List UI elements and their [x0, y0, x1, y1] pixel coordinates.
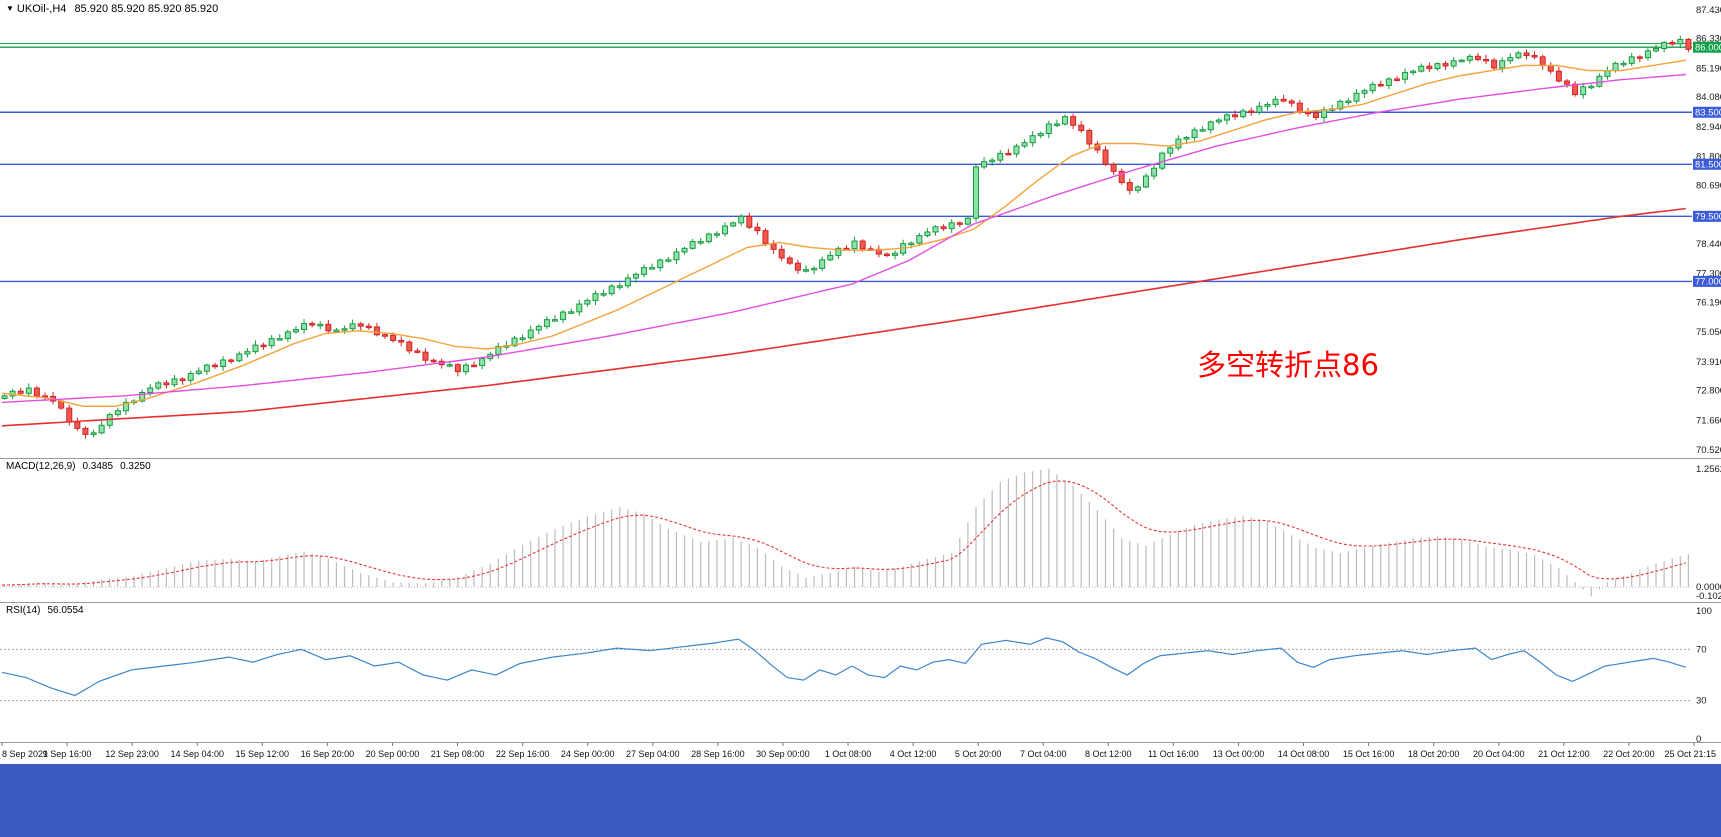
rsi-indicator-label: RSI(14) 56.0554: [6, 605, 84, 616]
svg-text:-0.1023: -0.1023: [1696, 591, 1721, 602]
svg-text:20 Oct 04:00: 20 Oct 04:00: [1473, 749, 1525, 759]
price-badge-83.500: 83.500: [1693, 106, 1721, 118]
price-badge-79.500: 79.500: [1693, 210, 1721, 223]
price-badge-81.500: 81.500: [1693, 158, 1721, 170]
svg-text:28 Sep 16:00: 28 Sep 16:00: [691, 749, 745, 759]
svg-text:84.080: 84.080: [1696, 92, 1721, 103]
svg-text:100: 100: [1696, 606, 1712, 617]
svg-text:21 Oct 12:00: 21 Oct 12:00: [1538, 749, 1590, 759]
svg-text:4 Oct 12:00: 4 Oct 12:00: [890, 749, 937, 759]
price-badge-86.000: 86.000: [1693, 41, 1721, 53]
svg-text:1 Oct 08:00: 1 Oct 08:00: [825, 749, 872, 759]
svg-text:18 Oct 20:00: 18 Oct 20:00: [1408, 749, 1460, 759]
candles: [1, 35, 1692, 439]
svg-text:80.690: 80.690: [1696, 180, 1721, 191]
price-chart[interactable]: 87.430 86.330 85.190 84.080 82.940 81.800 80.6…: [0, 0, 1721, 458]
price-badge-77.000: 77.000: [1693, 275, 1721, 288]
macd-chart[interactable]: 1.2562 0.0000-0.1023: [0, 459, 1721, 602]
ma-slow-line: [1, 207, 1686, 427]
svg-text:79.500: 79.500: [1695, 212, 1721, 223]
symbol-info[interactable]: ▼ UKOil-,H4 85.920 85.920 85.920 85.920: [6, 3, 218, 15]
svg-text:0.0000: 0.0000: [1696, 582, 1721, 593]
svg-text:86.000: 86.000: [1695, 42, 1721, 53]
level-lines: [0, 43, 1692, 283]
ma-fast-line: [1, 59, 1687, 407]
svg-text:81.800: 81.800: [1696, 151, 1721, 162]
svg-text:9 Sep 16:00: 9 Sep 16:00: [43, 749, 92, 759]
svg-text:70: 70: [1696, 644, 1707, 655]
svg-text:0: 0: [1696, 734, 1701, 742]
svg-text:12 Sep 23:00: 12 Sep 23:00: [105, 749, 159, 759]
time-axis[interactable]: 8 Sep 2021 9 Sep 16:00 12 Sep 23:00 14 Sep …: [0, 742, 1721, 764]
symbol-dropdown-icon[interactable]: ▼: [6, 4, 14, 13]
svg-text:30: 30: [1696, 696, 1707, 707]
svg-text:77.300: 77.300: [1696, 269, 1721, 280]
svg-text:82.940: 82.940: [1696, 122, 1721, 133]
svg-text:73.910: 73.910: [1696, 357, 1721, 368]
svg-text:77.000: 77.000: [1695, 277, 1721, 288]
svg-text:75.050: 75.050: [1696, 327, 1721, 338]
svg-text:16 Sep 20:00: 16 Sep 20:00: [301, 749, 355, 759]
svg-text:22 Sep 16:00: 22 Sep 16:00: [496, 749, 550, 759]
bottom-bar: [0, 764, 1721, 837]
price-axis-labels: 87.430 86.330 85.190 84.080 82.940 81.800 80.6…: [1696, 5, 1721, 456]
svg-text:70.520: 70.520: [1696, 445, 1721, 456]
svg-text:30 Sep 00:00: 30 Sep 00:00: [756, 749, 810, 759]
svg-text:14 Sep 04:00: 14 Sep 04:00: [170, 749, 224, 759]
rsi-panel: 100 70 30 0: [0, 602, 1721, 742]
svg-text:25 Oct 21:15: 25 Oct 21:15: [1664, 749, 1716, 759]
svg-text:71.660: 71.660: [1696, 415, 1721, 426]
svg-text:11 Oct 16:00: 11 Oct 16:00: [1148, 749, 1199, 759]
svg-text:85.190: 85.190: [1696, 63, 1721, 74]
svg-text:22 Oct 20:00: 22 Oct 20:00: [1603, 749, 1655, 759]
macd-name: MACD(12,26,9): [6, 461, 76, 472]
svg-text:76.190: 76.190: [1696, 297, 1721, 308]
svg-text:27 Sep 04:00: 27 Sep 04:00: [626, 749, 680, 759]
macd-histogram: [3, 468, 1690, 597]
svg-text:13 Oct 00:00: 13 Oct 00:00: [1213, 749, 1265, 759]
rsi-axis-labels: 100 70 30 0: [1696, 606, 1712, 742]
macd-panel: 1.2562 0.0000-0.1023: [0, 458, 1721, 602]
macd-signal-line: [1, 480, 1687, 586]
symbol-name: UKOil-,H4: [16, 3, 67, 15]
annotation-text[interactable]: 多空转折点86: [1197, 348, 1379, 382]
svg-text:8 Oct 12:00: 8 Oct 12:00: [1085, 749, 1132, 759]
macd-main-value: 0.3485: [82, 461, 114, 472]
svg-text:14 Oct 08:00: 14 Oct 08:00: [1278, 749, 1330, 759]
rsi-value: 56.0554: [47, 605, 84, 616]
svg-text:15 Oct 16:00: 15 Oct 16:00: [1343, 749, 1395, 759]
macd-signal-value: 0.3250: [120, 461, 151, 472]
svg-text:1.2562: 1.2562: [1696, 464, 1721, 475]
price-chart-panel: 87.430 86.330 85.190 84.080 82.940 81.800 80.6…: [0, 0, 1721, 458]
svg-text:5 Oct 20:00: 5 Oct 20:00: [955, 749, 1002, 759]
svg-text:83.500: 83.500: [1695, 107, 1721, 118]
svg-text:72.800: 72.800: [1696, 386, 1721, 397]
svg-text:8 Sep 2021: 8 Sep 2021: [2, 749, 48, 759]
svg-text:15 Sep 12:00: 15 Sep 12:00: [236, 749, 290, 759]
svg-text:78.440: 78.440: [1696, 239, 1721, 250]
macd-indicator-label: MACD(12,26,9) 0.3485 0.3250: [6, 461, 151, 472]
rsi-name: RSI(14): [6, 605, 41, 616]
rsi-line: [1, 637, 1687, 697]
svg-text:7 Oct 04:00: 7 Oct 04:00: [1020, 749, 1067, 759]
svg-text:81.500: 81.500: [1695, 159, 1721, 170]
rsi-chart[interactable]: 100 70 30 0: [0, 603, 1721, 742]
svg-text:20 Sep 00:00: 20 Sep 00:00: [366, 749, 420, 759]
svg-text:24 Sep 00:00: 24 Sep 00:00: [561, 749, 615, 759]
macd-axis-labels: 1.2562 0.0000-0.1023: [1696, 464, 1721, 602]
svg-text:21 Sep 08:00: 21 Sep 08:00: [431, 749, 485, 759]
symbol-ohlc-quote: 85.920 85.920 85.920 85.920: [74, 3, 219, 15]
svg-text:87.430: 87.430: [1696, 5, 1721, 16]
ma-mid-line: [1, 73, 1686, 404]
svg-text:86.330: 86.330: [1696, 34, 1721, 45]
